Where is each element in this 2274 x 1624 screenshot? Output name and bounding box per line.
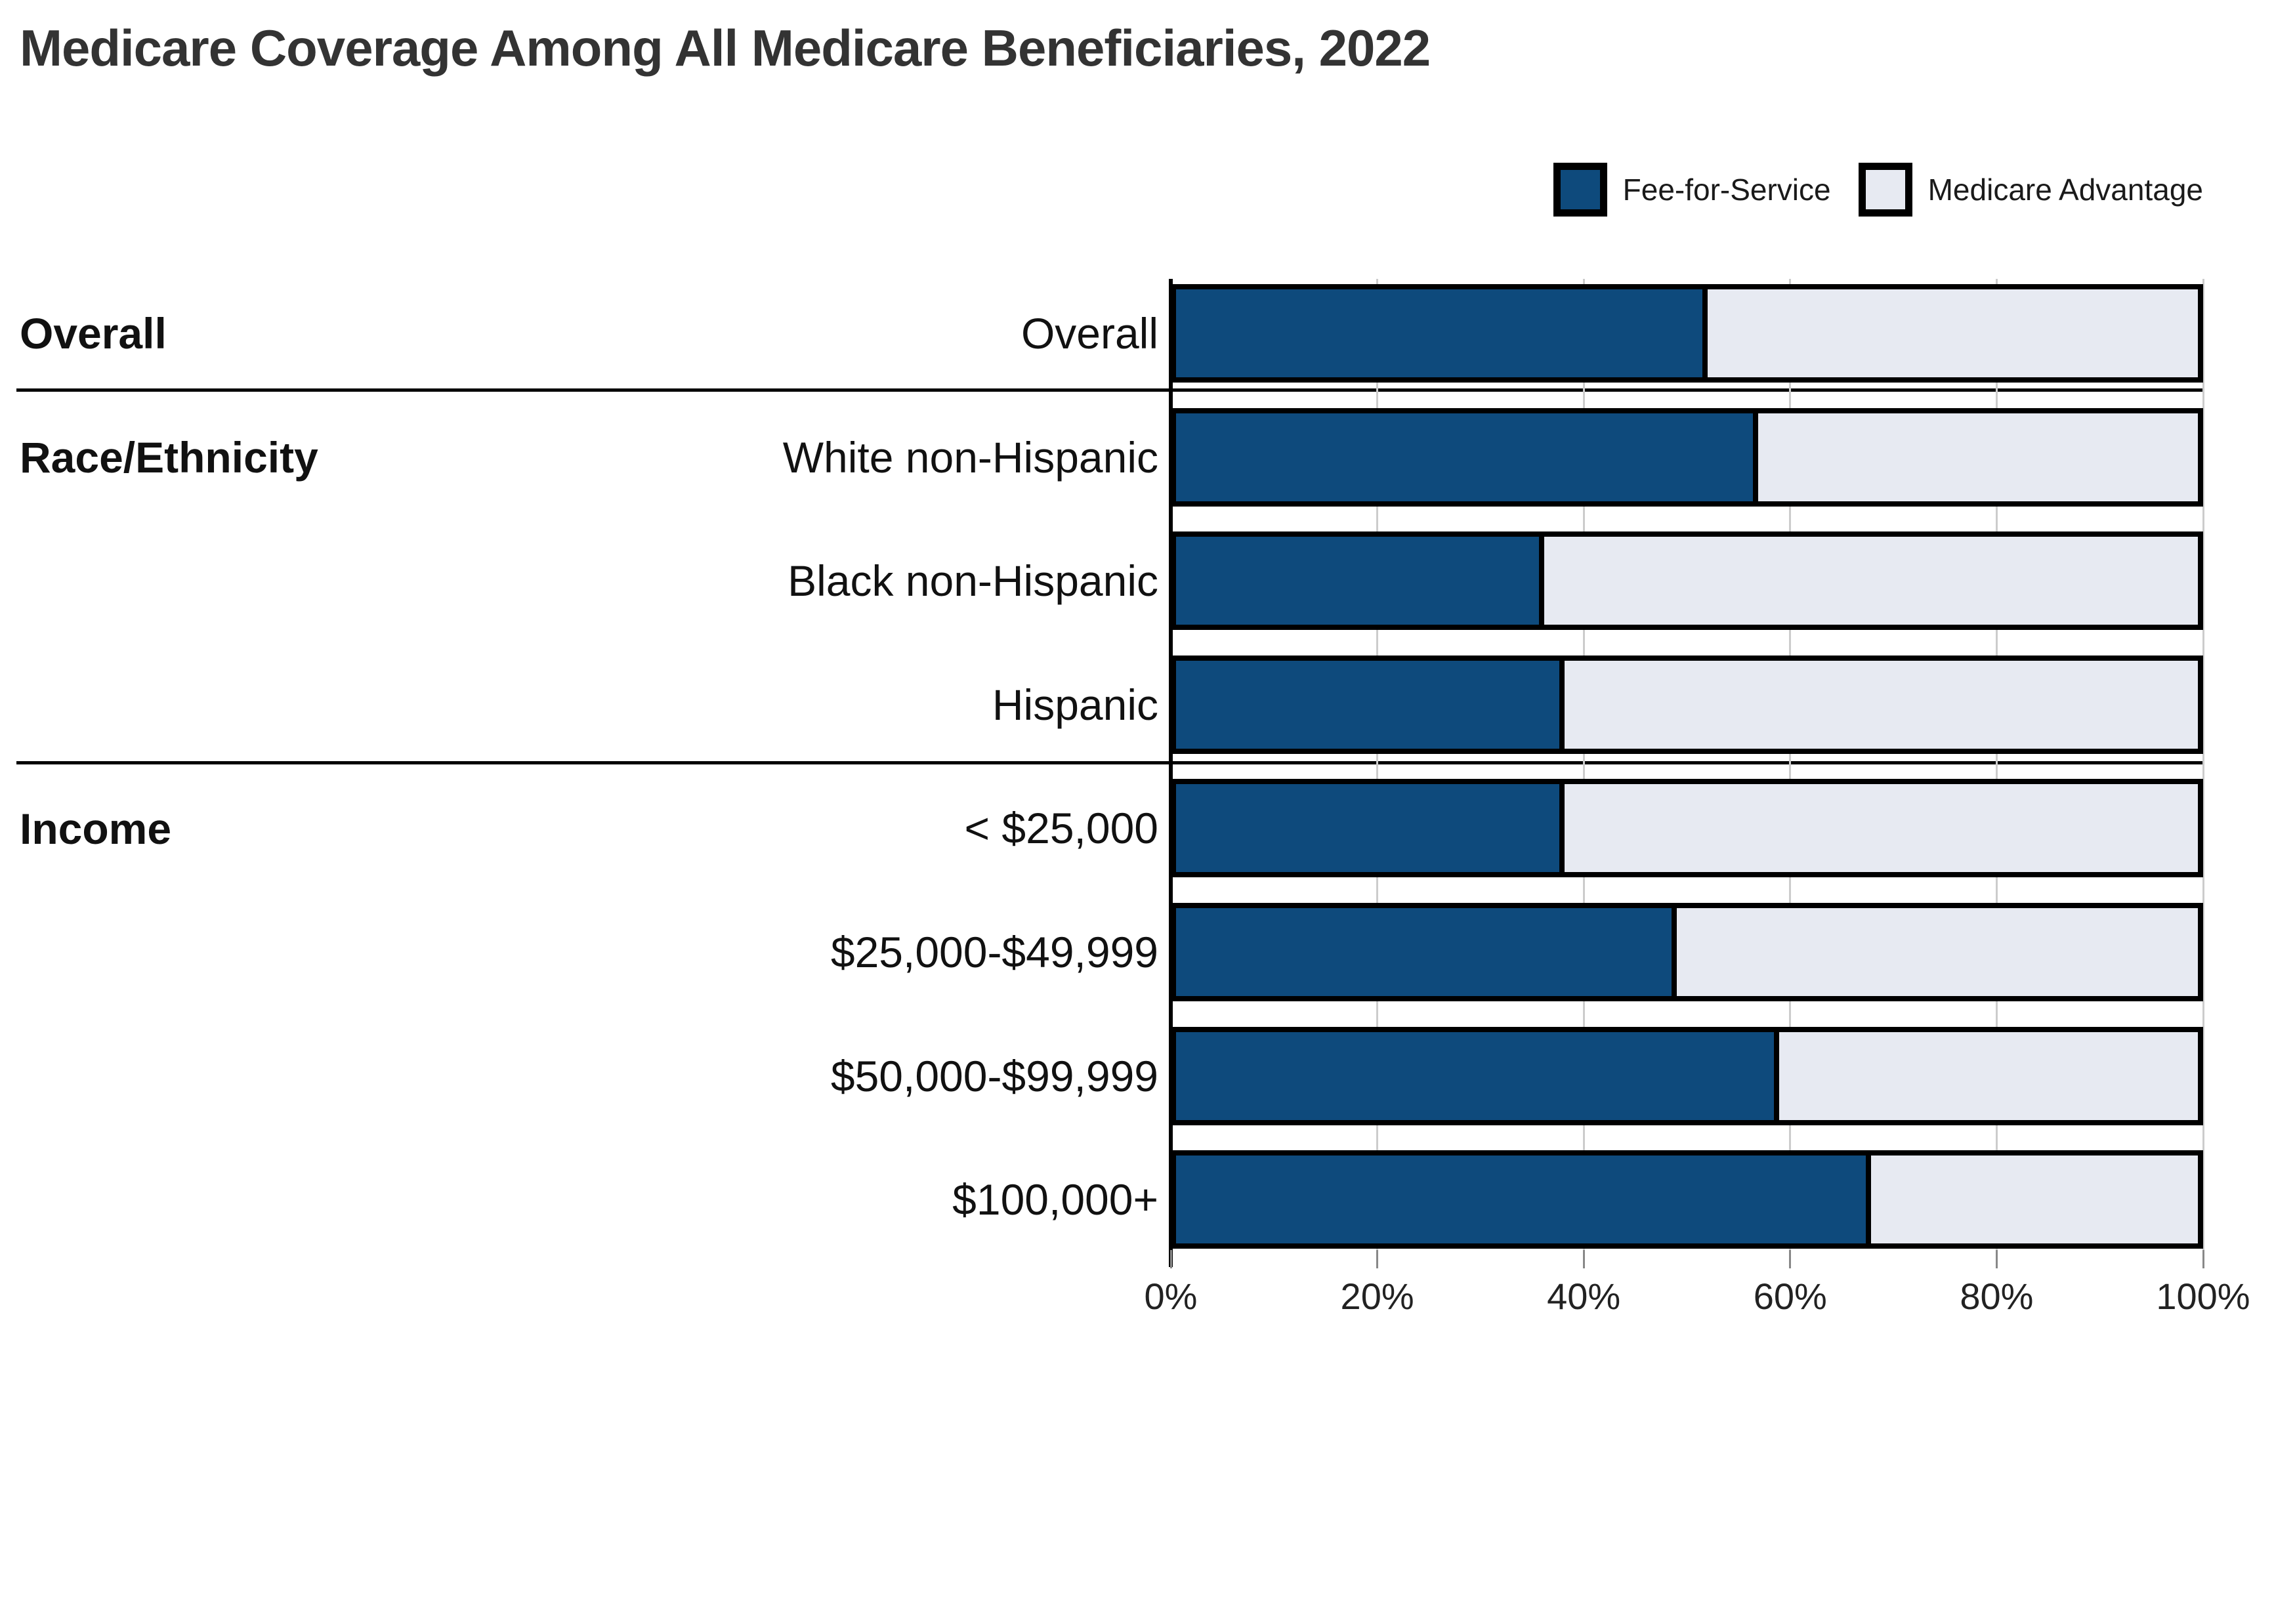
bar-row: [1171, 407, 2203, 507]
x-tick-label-100: 100%: [2156, 1276, 2250, 1317]
x-tick-mark-0: [1169, 1250, 1172, 1268]
category-label: Hispanic: [992, 680, 1158, 729]
x-tick-label-60: 60%: [1753, 1276, 1827, 1317]
x-tick-label-80: 80%: [1960, 1276, 2034, 1317]
category-label: $25,000-$49,999: [830, 928, 1158, 976]
bar-row: [1171, 779, 2203, 878]
plot-area: 0% 20% 40% 60% 80% 100%: [1145, 279, 2250, 1322]
x-tick-mark-20: [1376, 1250, 1379, 1268]
fee-for-service-segment: [1176, 1156, 1871, 1244]
group-divider: [16, 761, 2203, 764]
medicare-advantage-segment: [1564, 660, 2198, 749]
group-divider: [16, 388, 2203, 392]
fee-for-service-segment: [1176, 537, 1544, 625]
x-tick-label-40: 40%: [1547, 1276, 1621, 1317]
fee-for-service-segment: [1176, 660, 1565, 749]
medicare-advantage-segment: [1676, 908, 2198, 996]
gridline-40: [1582, 279, 1585, 1250]
bar-row: [1171, 655, 2203, 754]
medicare-advantage-segment: [1544, 537, 2198, 625]
gridline-100: [2202, 279, 2204, 1250]
legend-label: Fee-for-Service: [1622, 173, 1831, 207]
fee-for-service-segment: [1176, 784, 1565, 873]
fee-for-service-segment: [1176, 413, 1759, 501]
group-label-overall: Overall: [20, 309, 167, 358]
legend: Fee-for-Service Medicare Advantage: [1553, 163, 2203, 217]
category-label: $100,000+: [952, 1175, 1158, 1224]
medicare-advantage-swatch-icon: [1858, 163, 1912, 217]
x-tick-mark-80: [1995, 1250, 1998, 1268]
x-tick-mark-40: [1582, 1250, 1585, 1268]
chart-title: Medicare Coverage Among All Medicare Ben…: [20, 19, 1431, 77]
x-tick-mark-100: [2202, 1250, 2204, 1268]
fee-for-service-segment: [1176, 908, 1677, 996]
legend-item-medicare-advantage: Medicare Advantage: [1858, 163, 2203, 217]
medicare-advantage-segment: [1758, 413, 2198, 501]
fee-for-service-segment: [1176, 289, 1708, 377]
bar-row: [1171, 1150, 2203, 1249]
fee-for-service-swatch-icon: [1553, 163, 1607, 217]
category-label: Black non-Hispanic: [788, 556, 1158, 606]
medicare-advantage-segment: [1870, 1156, 2198, 1244]
category-label: White non-Hispanic: [782, 432, 1158, 482]
bar-row: [1171, 284, 2203, 383]
medicare-advantage-segment: [1779, 1031, 2198, 1120]
category-label: < $25,000: [964, 804, 1158, 853]
gridline-60: [1789, 279, 1792, 1250]
gridline-20: [1376, 279, 1379, 1250]
category-label: Overall: [1021, 309, 1158, 358]
legend-label: Medicare Advantage: [1927, 173, 2203, 207]
bar-row: [1171, 903, 2203, 1001]
gridline-80: [1995, 279, 1998, 1250]
medicare-advantage-segment: [1564, 784, 2198, 873]
category-label: $50,000-$99,999: [830, 1051, 1158, 1100]
group-label-income: Income: [20, 804, 172, 853]
medicare-advantage-segment: [1707, 289, 2198, 377]
bar-row: [1171, 531, 2203, 631]
group-label-race-ethnicity: Race/Ethnicity: [20, 433, 318, 482]
x-tick-label-20: 20%: [1340, 1276, 1414, 1317]
bar-row: [1171, 1026, 2203, 1125]
x-tick-mark-60: [1789, 1250, 1792, 1268]
fee-for-service-segment: [1176, 1031, 1779, 1120]
x-tick-label-0: 0%: [1144, 1276, 1198, 1317]
legend-item-fee-for-service: Fee-for-Service: [1553, 163, 1831, 217]
y-axis-line: [1169, 279, 1173, 1267]
